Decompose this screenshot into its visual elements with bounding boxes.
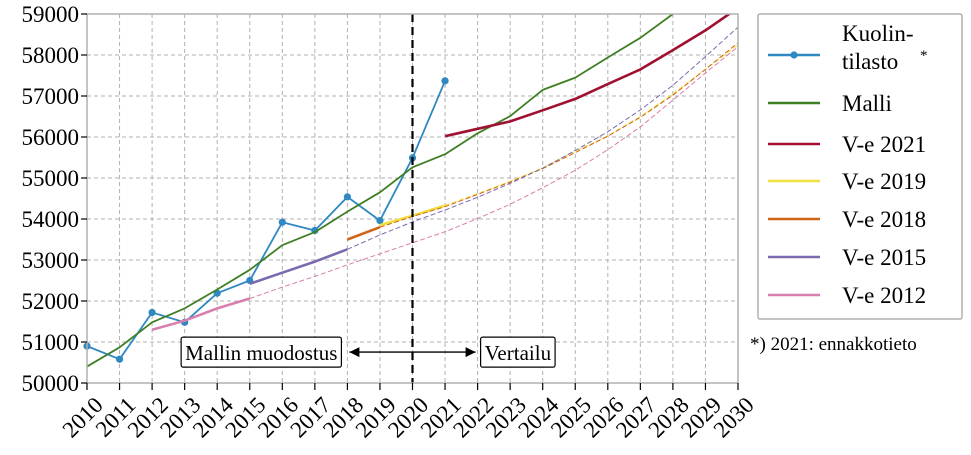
y-tick-label: 52000 (22, 289, 80, 314)
legend-label: tilasto (842, 49, 898, 74)
y-tick-label: 56000 (22, 125, 80, 150)
y-tick-label: 51000 (22, 330, 80, 355)
legend-label: V-e 2021 (842, 132, 926, 157)
series-line (87, 14, 674, 368)
annotation-right-box (480, 336, 556, 368)
data-point (278, 218, 286, 226)
y-tick-label: 59000 (22, 2, 80, 27)
legend-box (757, 13, 963, 320)
annotations: Mallin muodostus Vertailu (180, 336, 556, 368)
series-line-dashed (444, 44, 738, 206)
annotation-left-text: Mallin muodostus (185, 341, 337, 365)
data-point (115, 355, 124, 363)
y-tick-label: 50000 (22, 371, 80, 396)
arrow-head-left (349, 347, 360, 358)
legend-label: Kuolin- (842, 21, 914, 46)
series-line (249, 248, 348, 286)
data-point (376, 217, 384, 225)
data-point (441, 77, 449, 85)
legend: Kuolin-tilasto * Malli V-e 2021 V-e 2019 V-e … (757, 13, 963, 320)
legend-label: V-e 2012 (842, 283, 926, 308)
annotation-right: Vertailu (480, 336, 556, 368)
series-lines (83, 14, 738, 368)
legend-footnote-mark: * (920, 48, 928, 64)
legend-label: V-e 2019 (842, 169, 926, 194)
annotation-left-box (180, 336, 342, 368)
series-line-dashed (249, 46, 738, 299)
series-line (346, 225, 381, 241)
y-tick-label: 57000 (22, 84, 80, 109)
y-tick-label: 58000 (22, 43, 80, 68)
data-point (148, 308, 156, 317)
arrow-head-right (465, 347, 476, 358)
series-line-dashed (379, 42, 738, 228)
data-point (343, 193, 351, 201)
legend-marker (790, 51, 798, 59)
legend-label: V-e 2018 (842, 207, 926, 232)
series-line (151, 297, 251, 331)
footnote: *) 2021: ennakkotieto (750, 334, 917, 355)
legend-label: Malli (842, 91, 892, 116)
y-tick-label: 53000 (22, 248, 80, 273)
legend-label: V-e 2015 (842, 245, 926, 270)
series-line (87, 80, 446, 361)
annotation-right-text: Vertailu (485, 341, 552, 365)
series-line-dashed (347, 26, 738, 250)
y-tick-label: 54000 (22, 207, 80, 232)
annotation-left: Mallin muodostus (180, 336, 342, 368)
series-line (444, 14, 732, 138)
y-tick-label: 55000 (22, 166, 80, 191)
x-tick-label: 2030 (709, 392, 759, 442)
